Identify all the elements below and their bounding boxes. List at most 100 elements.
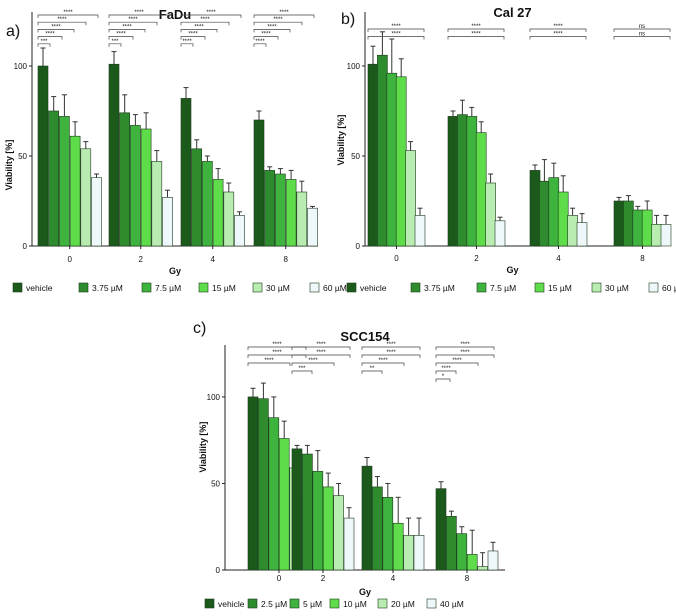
x-tick-label: 0 — [68, 255, 73, 264]
significance-label: *** — [40, 39, 48, 45]
significance-label: **** — [264, 358, 274, 364]
significance-bracket — [361, 370, 383, 374]
legend-swatch — [78, 282, 89, 293]
significance-label: **** — [553, 32, 563, 38]
legend-swatch — [252, 282, 263, 293]
chart-title: FaDu — [159, 7, 192, 22]
bar — [395, 76, 407, 247]
significance-label: **** — [553, 24, 563, 30]
significance-label: **** — [116, 32, 126, 38]
bar — [48, 110, 60, 247]
legend-label: 3.75 µM — [92, 283, 123, 293]
bar — [191, 148, 202, 247]
bar — [435, 488, 447, 571]
x-tick-label: 4 — [556, 254, 561, 263]
significance-label: **** — [134, 10, 144, 16]
y-tick-label: 100 — [14, 62, 28, 71]
bar — [361, 465, 373, 571]
significance-label: ns — [639, 32, 645, 38]
significance-label: **** — [391, 32, 401, 38]
bar — [202, 161, 213, 247]
significance-bracket — [291, 362, 335, 366]
legend-swatch — [591, 282, 602, 293]
bar — [372, 486, 383, 571]
significance-label: **** — [308, 358, 318, 364]
bar — [446, 516, 457, 571]
significance-bracket — [435, 354, 495, 358]
significance-label: **** — [460, 350, 470, 356]
significance-label: **** — [279, 10, 289, 16]
significance-label: **** — [386, 342, 396, 348]
significance-label: **** — [273, 17, 283, 23]
significance-label: **** — [391, 24, 401, 30]
y-tick-label: 0 — [23, 242, 28, 251]
legend-swatch — [247, 598, 258, 609]
significance-bracket — [447, 28, 505, 32]
x-tick-label: 2 — [321, 574, 326, 583]
x-tick-label: 4 — [391, 574, 396, 583]
x-axis-label: Gy — [506, 265, 518, 275]
significance-bracket — [180, 29, 218, 33]
significance-label: **** — [122, 24, 132, 30]
significance-bracket — [367, 28, 425, 32]
significance-label: **** — [255, 39, 265, 45]
significance-bracket — [180, 14, 242, 18]
legend-label: 15 µM — [548, 283, 572, 293]
significance-bracket — [291, 346, 351, 350]
significance-label: **** — [471, 32, 481, 38]
legend-swatch — [476, 282, 487, 293]
bar — [487, 550, 499, 571]
bar — [567, 215, 578, 247]
y-axis-label: Viability [%] — [4, 140, 14, 191]
significance-bracket — [37, 14, 99, 18]
bar — [180, 98, 192, 247]
bar — [367, 63, 379, 247]
legend-label: 60 µM — [323, 283, 347, 293]
significance-bracket — [37, 36, 63, 40]
significance-label: **** — [272, 350, 282, 356]
legend-swatch — [198, 282, 209, 293]
significance-label: **** — [45, 32, 55, 38]
x-tick-label: 8 — [640, 254, 645, 263]
significance-label: **** — [471, 24, 481, 30]
bar — [162, 197, 173, 247]
x-axis-label: Gy — [169, 266, 181, 276]
significance-label: **** — [272, 342, 282, 348]
y-tick-label: 100 — [347, 62, 361, 71]
significance-label: **** — [188, 32, 198, 38]
significance-label: ** — [370, 366, 375, 372]
bar — [130, 125, 141, 247]
bar — [529, 170, 541, 247]
x-tick-label: 8 — [284, 255, 289, 264]
bar — [377, 54, 388, 247]
y-tick-label: 100 — [207, 393, 221, 402]
bar — [59, 116, 70, 247]
significance-bracket — [180, 21, 230, 26]
x-tick-label: 2 — [139, 255, 144, 264]
bar — [247, 396, 259, 571]
legend-swatch — [204, 598, 215, 609]
bar — [91, 177, 102, 247]
bar — [258, 398, 269, 571]
legend-label: vehicle — [218, 599, 245, 609]
significance-bracket — [108, 29, 146, 33]
significance-label: **** — [261, 32, 271, 38]
legend-swatch — [534, 282, 545, 293]
significance-bracket — [253, 43, 267, 47]
legend-label: 10 µM — [343, 599, 367, 609]
bar — [386, 72, 398, 247]
legend-label: 15 µM — [212, 283, 236, 293]
legend-label: 60 µM — [662, 283, 676, 293]
significance-bracket — [253, 36, 279, 40]
bar — [447, 116, 459, 247]
bar — [475, 132, 487, 247]
significance-bracket — [253, 29, 291, 33]
y-tick-label: 0 — [356, 242, 361, 251]
significance-bracket — [108, 36, 134, 40]
bar — [212, 179, 224, 247]
significance-label: *** — [298, 366, 306, 372]
bar — [278, 438, 290, 571]
bar — [307, 207, 318, 247]
x-tick-label: 2 — [474, 254, 479, 263]
